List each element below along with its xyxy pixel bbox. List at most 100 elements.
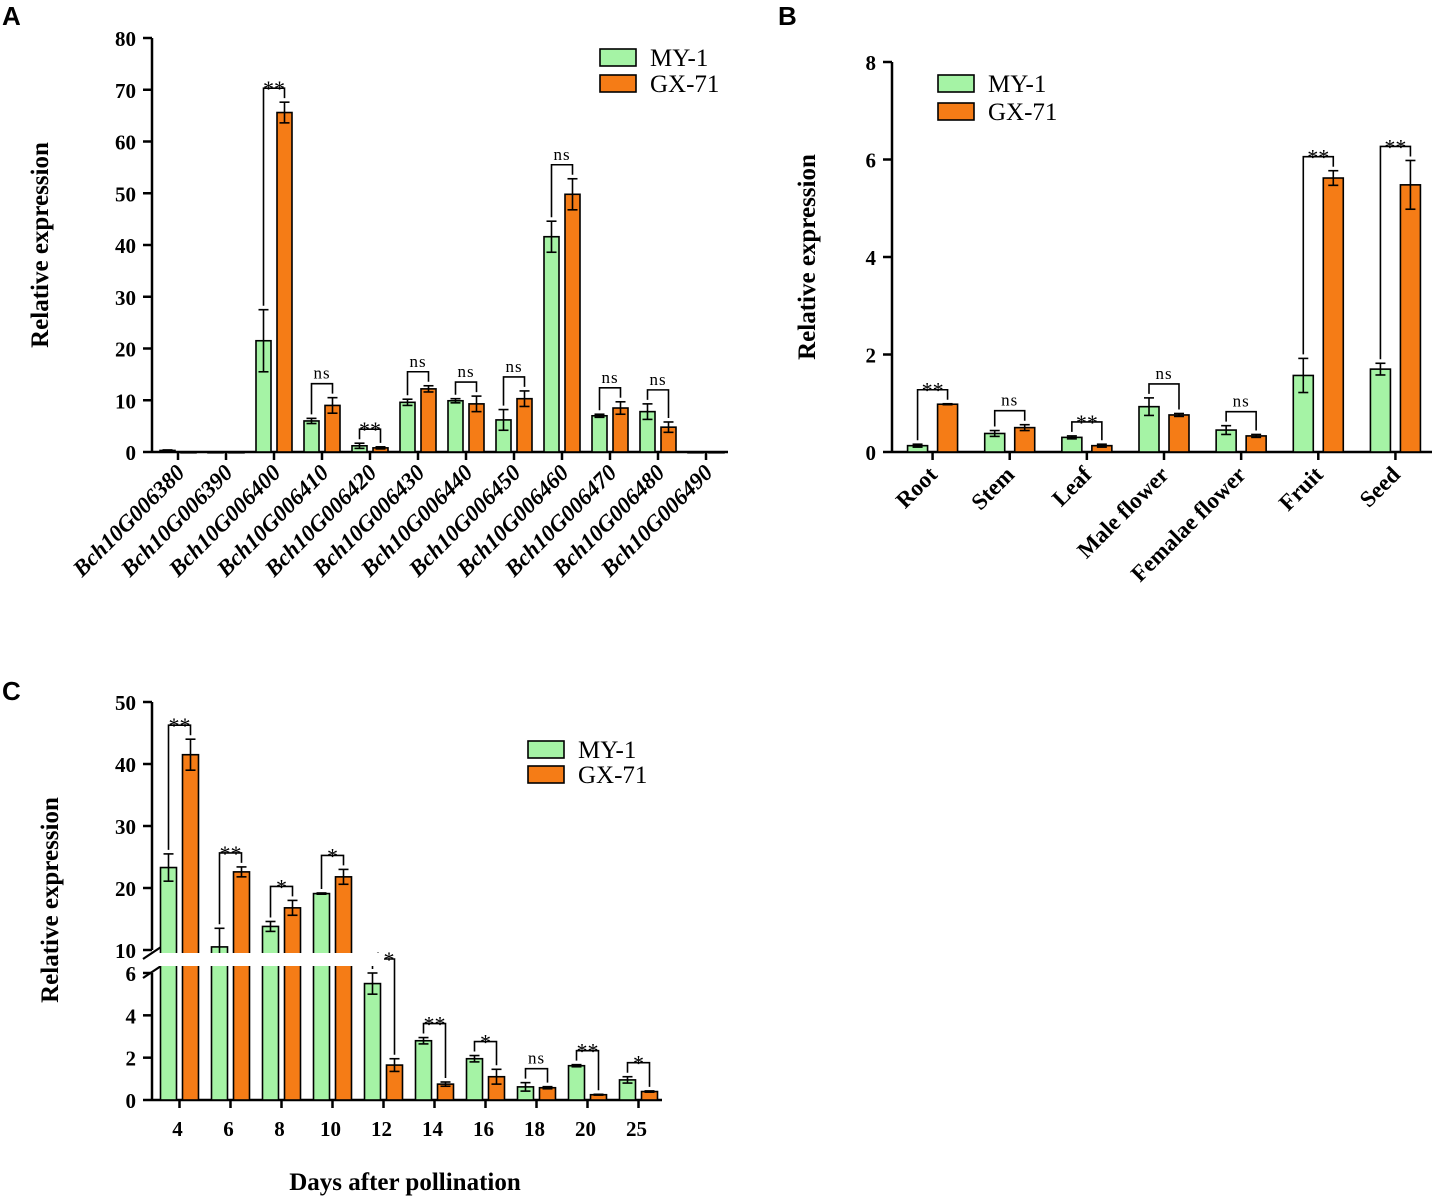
panel-c-significance-bracket-6 [218, 852, 243, 925]
panel-a-ytick-label-10: 10 [115, 389, 136, 413]
panel-c-axis-break-mark-upper [142, 946, 162, 960]
panel-c-ytick-label-20: 20 [115, 877, 136, 901]
panel-c-legend-label-gx-71: GX-71 [578, 762, 647, 789]
panel-a-bar-gx-71-bch10g006400 [276, 111, 293, 453]
panel-label-a: A [2, 1, 21, 31]
panel-c-bar-gx-71-4 [181, 753, 200, 1101]
panel-c-significance-bracket-16 [473, 1040, 498, 1066]
panel-c-bar-my-1-8 [261, 925, 280, 1101]
panel-b-significance-label-seed: ** [1384, 134, 1406, 159]
panel-c-significance-bracket-18 [524, 1067, 549, 1083]
panel-a-ytick-label-60: 60 [115, 131, 136, 155]
panel-b-category-label-stem: Stem [966, 462, 1019, 515]
panel-a-legend-swatch-my-1 [599, 48, 637, 67]
panel-c-significance-bracket-4 [167, 724, 192, 850]
panel-c-x-axis-title: Days after pollination [289, 1169, 521, 1196]
panel-label-c: C [2, 676, 21, 706]
panel-a-significance-bracket-bch10g006410 [310, 382, 334, 415]
panel-c-category-label-12: 12 [371, 1117, 392, 1141]
panel-b-significance-label-leaf: ** [1076, 410, 1098, 435]
panel-a-significance-label-bch10g006420: ** [359, 417, 381, 442]
panel-b-bar-gx-71-seed [1399, 184, 1422, 453]
panel-b-legend-swatch-gx-71 [937, 102, 975, 121]
panel-a-significance-label-bch10g006460: ns [553, 145, 570, 164]
panel-a-ytick-label-80: 80 [115, 27, 136, 51]
panel-a-bar-gx-71-bch10g006430 [420, 388, 437, 453]
panel-c-bar-my-1-14 [414, 1039, 433, 1101]
panel-b-category-label-leaf: Leaf [1047, 462, 1097, 512]
panel-b-significance-bracket-root [916, 388, 949, 441]
panel-a-legend-label-gx-71: GX-71 [650, 71, 719, 98]
panel-c-category-label-4: 4 [172, 1117, 183, 1141]
panel-c-bar-gx-71-10 [334, 876, 353, 1101]
panel-b-y-axis-title: Relative expression [794, 154, 821, 360]
panel-c-ytick-label-30: 30 [115, 815, 136, 839]
panel-a-significance-bracket-bch10g006460 [550, 163, 574, 218]
panel-c-category-label-18: 18 [524, 1117, 545, 1141]
panel-b-legend-label-my-1: MY-1 [988, 71, 1046, 98]
panel-a-significance-label-bch10g006400: ** [263, 76, 285, 101]
panel-b-significance-bracket-femalae-flower [1225, 410, 1257, 431]
panel-c-ytick-label-10: 10 [115, 939, 136, 963]
panel-b-bar-gx-71-fruit [1322, 177, 1345, 453]
panel-b-bar-gx-71-femalae-flower [1245, 435, 1267, 453]
panel-b-legend-label-gx-71: GX-71 [988, 99, 1057, 126]
panel-c-bar-my-1-6 [210, 946, 229, 1101]
panel-c-category-label-25: 25 [626, 1117, 647, 1141]
panel-a-y-axis-title: Relative expression [27, 142, 54, 348]
panel-a-significance-label-bch10g006430: ns [409, 352, 426, 371]
panel-a-ytick-label-70: 70 [115, 79, 136, 103]
panel-a-bar-gx-71-bch10g006380 [180, 451, 197, 454]
panel-b-ytick-label-0: 0 [866, 441, 877, 465]
panel-b-ytick-label-8: 8 [866, 51, 877, 75]
panel-c-significance-label-20: ** [577, 1039, 599, 1064]
panel-b-significance-bracket-male-flower [1148, 383, 1180, 410]
panel-a-significance-label-bch10g006450: ns [505, 357, 522, 376]
panel-b-significance-label-stem: ns [1001, 391, 1018, 410]
panel-c-bar-my-1-20 [567, 1064, 586, 1101]
panel-c-significance-bracket-8 [269, 885, 294, 918]
panel-a-bar-my-1-bch10g006430 [399, 401, 416, 453]
panel-c-legend-label-my-1: MY-1 [578, 737, 636, 764]
panel-a-ytick-label-20: 20 [115, 338, 136, 362]
panel-c-ytick-label-40: 40 [115, 753, 136, 777]
panel-a-significance-bracket-bch10g006450 [502, 376, 526, 406]
panel-c-significance-label-10: * [327, 843, 338, 868]
panel-c-category-label-8: 8 [274, 1117, 285, 1141]
panel-c-bar-my-1-12 [363, 982, 382, 1101]
panel-b-significance-label-male-flower: ns [1155, 364, 1172, 383]
panel-c-ytick-label-6: 6 [126, 962, 137, 986]
panel-b-category-label-seed: Seed [1355, 462, 1405, 512]
panel-a-bar-gx-71-bch10g006490 [708, 451, 725, 454]
panel-c-significance-bracket-20 [575, 1049, 600, 1091]
panel-c-significance-label-16: * [480, 1030, 491, 1055]
panel-a-legend-label-my-1: MY-1 [650, 45, 708, 72]
panel-c-bar-my-1-4 [159, 866, 178, 1101]
panel-a-significance-bracket-bch10g006470 [598, 387, 622, 411]
panel-b-significance-bracket-leaf [1071, 421, 1103, 441]
panel-c-significance-label-6: ** [220, 841, 242, 866]
panel-b-ytick-label-2: 2 [866, 344, 877, 368]
panel-c-category-label-14: 14 [422, 1117, 444, 1141]
panel-b-category-label-root: Root [891, 462, 942, 513]
panel-a-bar-gx-71-bch10g006390 [228, 451, 245, 454]
panel-a-bar-my-1-bch10g006440 [447, 399, 464, 453]
panel-b-bar-gx-71-root [936, 403, 959, 453]
panel-a-significance-label-bch10g006470: ns [601, 368, 618, 387]
panel-a-significance-label-bch10g006480: ns [649, 370, 666, 389]
panel-c-significance-label-8: * [276, 874, 287, 899]
panel-b-significance-label-fruit: ** [1307, 145, 1329, 170]
panel-a-bar-gx-71-bch10g006460 [564, 193, 581, 453]
panel-b-significance-bracket-fruit [1302, 155, 1335, 355]
panel-c-significance-label-4: ** [169, 713, 191, 738]
panel-c-bar-my-1-10 [312, 892, 331, 1101]
panel-c-category-label-16: 16 [473, 1117, 494, 1141]
panel-a-significance-bracket-bch10g006430 [406, 370, 430, 396]
panel-b-ytick-label-4: 4 [866, 246, 877, 270]
panel-a-significance-bracket-bch10g006480 [646, 389, 670, 418]
panel-c-bar-gx-71-8 [283, 907, 302, 1101]
panel-c-y-axis-title: Relative expression [37, 797, 64, 1003]
panel-a-bar-my-1-bch10g006490 [687, 451, 704, 454]
